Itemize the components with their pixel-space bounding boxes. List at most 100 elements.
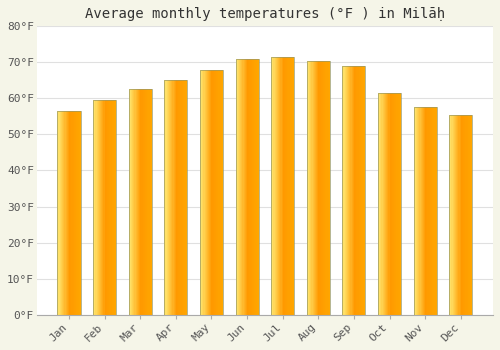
- Bar: [286, 57, 288, 315]
- Bar: [72, 111, 74, 315]
- Bar: [250, 59, 252, 315]
- Bar: [450, 114, 452, 315]
- Bar: [183, 80, 184, 315]
- Bar: [350, 66, 352, 315]
- Bar: [96, 100, 98, 315]
- Bar: [318, 61, 320, 315]
- Bar: [64, 111, 66, 315]
- Bar: [61, 111, 62, 315]
- Bar: [347, 66, 348, 315]
- Title: Average monthly temperatures (°F ) in Milāḥ: Average monthly temperatures (°F ) in Mi…: [85, 7, 445, 21]
- Bar: [216, 70, 218, 315]
- Bar: [172, 80, 174, 315]
- Bar: [434, 107, 436, 315]
- Bar: [431, 107, 432, 315]
- Bar: [236, 59, 238, 315]
- Bar: [138, 89, 139, 315]
- Bar: [288, 57, 290, 315]
- Bar: [392, 93, 393, 315]
- Bar: [176, 80, 177, 315]
- Bar: [274, 57, 276, 315]
- Bar: [246, 59, 247, 315]
- Bar: [100, 100, 101, 315]
- Bar: [244, 59, 245, 315]
- Bar: [423, 107, 424, 315]
- Bar: [312, 61, 314, 315]
- Bar: [361, 66, 362, 315]
- Bar: [252, 59, 253, 315]
- Bar: [128, 89, 152, 315]
- Bar: [385, 93, 386, 315]
- Bar: [132, 89, 134, 315]
- Bar: [220, 70, 222, 315]
- Bar: [142, 89, 144, 315]
- Bar: [470, 114, 471, 315]
- Bar: [428, 107, 430, 315]
- Bar: [139, 89, 140, 315]
- Bar: [222, 70, 223, 315]
- Bar: [449, 114, 472, 315]
- Bar: [352, 66, 353, 315]
- Bar: [394, 93, 396, 315]
- Bar: [342, 66, 344, 315]
- Bar: [178, 80, 180, 315]
- Bar: [320, 61, 322, 315]
- Bar: [344, 66, 346, 315]
- Bar: [348, 66, 350, 315]
- Bar: [292, 57, 293, 315]
- Bar: [136, 89, 137, 315]
- Bar: [171, 80, 172, 315]
- Bar: [207, 70, 208, 315]
- Bar: [346, 66, 347, 315]
- Bar: [140, 89, 141, 315]
- Bar: [104, 100, 106, 315]
- Bar: [386, 93, 387, 315]
- Bar: [102, 100, 104, 315]
- Bar: [328, 61, 330, 315]
- Bar: [164, 80, 188, 315]
- Bar: [354, 66, 355, 315]
- Bar: [360, 66, 361, 315]
- Bar: [387, 93, 388, 315]
- Bar: [378, 93, 401, 315]
- Bar: [208, 70, 209, 315]
- Bar: [114, 100, 115, 315]
- Bar: [134, 89, 136, 315]
- Bar: [68, 111, 69, 315]
- Bar: [380, 93, 382, 315]
- Bar: [185, 80, 186, 315]
- Bar: [355, 66, 356, 315]
- Bar: [272, 57, 274, 315]
- Bar: [144, 89, 145, 315]
- Bar: [399, 93, 400, 315]
- Bar: [58, 111, 60, 315]
- Bar: [414, 107, 416, 315]
- Bar: [280, 57, 281, 315]
- Bar: [390, 93, 392, 315]
- Bar: [209, 70, 210, 315]
- Bar: [108, 100, 110, 315]
- Bar: [353, 66, 354, 315]
- Bar: [238, 59, 239, 315]
- Bar: [62, 111, 64, 315]
- Bar: [317, 61, 318, 315]
- Bar: [204, 70, 206, 315]
- Bar: [215, 70, 216, 315]
- Bar: [430, 107, 431, 315]
- Bar: [306, 61, 330, 315]
- Bar: [322, 61, 323, 315]
- Bar: [384, 93, 385, 315]
- Bar: [316, 61, 317, 315]
- Bar: [112, 100, 114, 315]
- Bar: [284, 57, 285, 315]
- Bar: [420, 107, 422, 315]
- Bar: [75, 111, 76, 315]
- Bar: [180, 80, 182, 315]
- Bar: [456, 114, 458, 315]
- Bar: [290, 57, 291, 315]
- Bar: [432, 107, 433, 315]
- Bar: [74, 111, 75, 315]
- Bar: [388, 93, 390, 315]
- Bar: [466, 114, 468, 315]
- Bar: [455, 114, 456, 315]
